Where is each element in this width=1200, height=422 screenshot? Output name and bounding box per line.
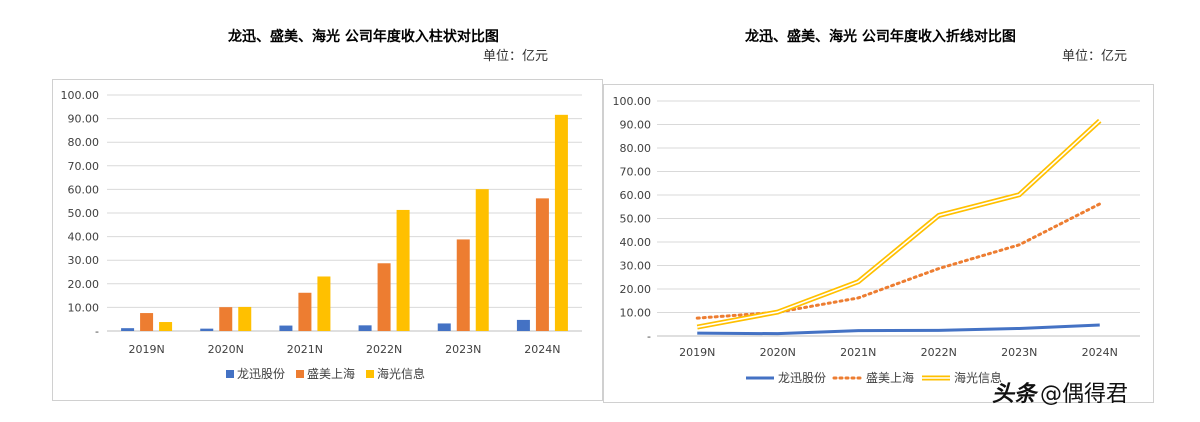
legend-label-龙迅股份: 龙迅股份: [778, 371, 826, 385]
bar-盛美上海-2021N: [298, 292, 312, 331]
bar-盛美上海-2024N: [535, 198, 549, 331]
line-chart-title: 龙迅、盛美、海光 公司年度收入折线对比图: [745, 29, 1016, 45]
legend-marker-盛美上海: [296, 370, 304, 378]
bar-chart-title: 龙迅、盛美、海光 公司年度收入柱状对比图: [228, 29, 499, 45]
line-chart-x-tick-label: 2019N: [679, 346, 715, 359]
bar-chart-x-tick-label: 2020N: [208, 343, 244, 356]
bar-盛美上海-2023N: [456, 239, 470, 331]
bar-chart-y-tick-label: 30.00: [68, 254, 100, 267]
bar-chart-y-tick-label: 40.00: [68, 231, 100, 244]
bar-海光信息-2023N: [475, 189, 489, 331]
bar-龙迅股份-2024N: [516, 319, 530, 331]
bar-chart-y-tick-label: 90.00: [68, 113, 100, 126]
bar-chart-y-tick-label: -: [95, 325, 99, 338]
line-chart-y-tick-label: 40.00: [620, 236, 652, 249]
line-chart-x-tick-label: 2020N: [760, 346, 796, 359]
bar-chart-x-tick-label: 2024N: [524, 343, 560, 356]
line-chart-frame: [603, 84, 1154, 403]
bar-chart-x-tick-label: 2021N: [287, 343, 323, 356]
line-series-海光信息: [696, 118, 1102, 330]
bar-海光信息-2021N: [317, 276, 331, 331]
bar-盛美上海-2022N: [377, 263, 391, 331]
bar-龙迅股份-2019N: [121, 328, 135, 331]
bar-chart-frame: [52, 79, 603, 401]
bar-chart-y-tick-label: 20.00: [68, 278, 100, 291]
bar-盛美上海-2020N: [219, 307, 233, 331]
line-chart-y-tick-label: 100.00: [613, 95, 652, 108]
bar-海光信息-2020N: [238, 306, 252, 331]
bar-chart-y-tick-label: 70.00: [68, 160, 100, 173]
bar-chart-y-tick-label: 10.00: [68, 301, 100, 314]
bar-chart-x-tick-label: 2022N: [366, 343, 402, 356]
legend-marker-海光信息: [366, 370, 374, 378]
legend-label-龙迅股份: 龙迅股份: [237, 367, 285, 381]
line-chart-x-tick-label: 2024N: [1082, 346, 1118, 359]
line-chart-y-tick-label: 70.00: [620, 166, 652, 179]
bar-chart-x-tick-label: 2019N: [128, 343, 164, 356]
bar-龙迅股份-2021N: [279, 325, 293, 331]
line-chart-y-tick-label: 10.00: [620, 307, 652, 320]
bar-盛美上海-2019N: [140, 313, 154, 331]
bar-海光信息-2019N: [159, 322, 173, 331]
line-chart-y-tick-label: 60.00: [620, 189, 652, 202]
legend-marker-龙迅股份: [226, 370, 234, 378]
line-chart-y-tick-label: 20.00: [620, 283, 652, 296]
bar-龙迅股份-2022N: [358, 325, 372, 331]
line-chart-x-tick-label: 2022N: [921, 346, 957, 359]
legend-label-海光信息: 海光信息: [954, 370, 1002, 385]
watermark-logo: 头条: [992, 382, 1037, 407]
bar-海光信息-2022N: [396, 209, 410, 331]
bar-chart-y-tick-label: 80.00: [68, 136, 100, 149]
line-chart-y-tick-label: 90.00: [620, 119, 652, 132]
bar-chart-x-tick-label: 2023N: [445, 343, 481, 356]
line-chart-y-tick-label: 30.00: [620, 260, 652, 273]
line-chart-unit: 单位：亿元: [1062, 49, 1128, 64]
bar-chart-y-tick-label: 50.00: [68, 207, 100, 220]
line-chart-y-tick-label: 80.00: [620, 142, 652, 155]
bar-龙迅股份-2020N: [200, 328, 214, 331]
legend-label-盛美上海: 盛美上海: [307, 366, 355, 381]
line-chart-x-tick-label: 2021N: [840, 346, 876, 359]
line-series-盛美上海: [695, 202, 1102, 320]
bar-chart-unit: 单位：亿元: [483, 49, 549, 64]
watermark-text: @偶得君: [1040, 382, 1129, 407]
bar-龙迅股份-2023N: [437, 323, 451, 331]
line-chart-y-tick-label: 50.00: [620, 213, 652, 226]
bar-chart-y-tick-label: 100.00: [61, 89, 100, 102]
legend-label-海光信息: 海光信息: [377, 366, 425, 381]
line-series-inner-海光信息: [697, 120, 1101, 328]
legend-label-盛美上海: 盛美上海: [866, 370, 914, 385]
line-series-龙迅股份: [697, 323, 1100, 336]
line-chart-x-tick-label: 2023N: [1001, 346, 1037, 359]
line-chart-y-tick-label: -: [647, 330, 651, 343]
bar-chart-y-tick-label: 60.00: [68, 183, 100, 196]
bar-海光信息-2024N: [554, 114, 568, 331]
watermark: 头条 @偶得君: [992, 376, 1128, 408]
